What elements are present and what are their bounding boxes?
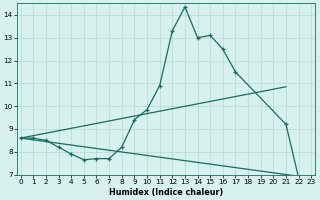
- X-axis label: Humidex (Indice chaleur): Humidex (Indice chaleur): [109, 188, 223, 197]
